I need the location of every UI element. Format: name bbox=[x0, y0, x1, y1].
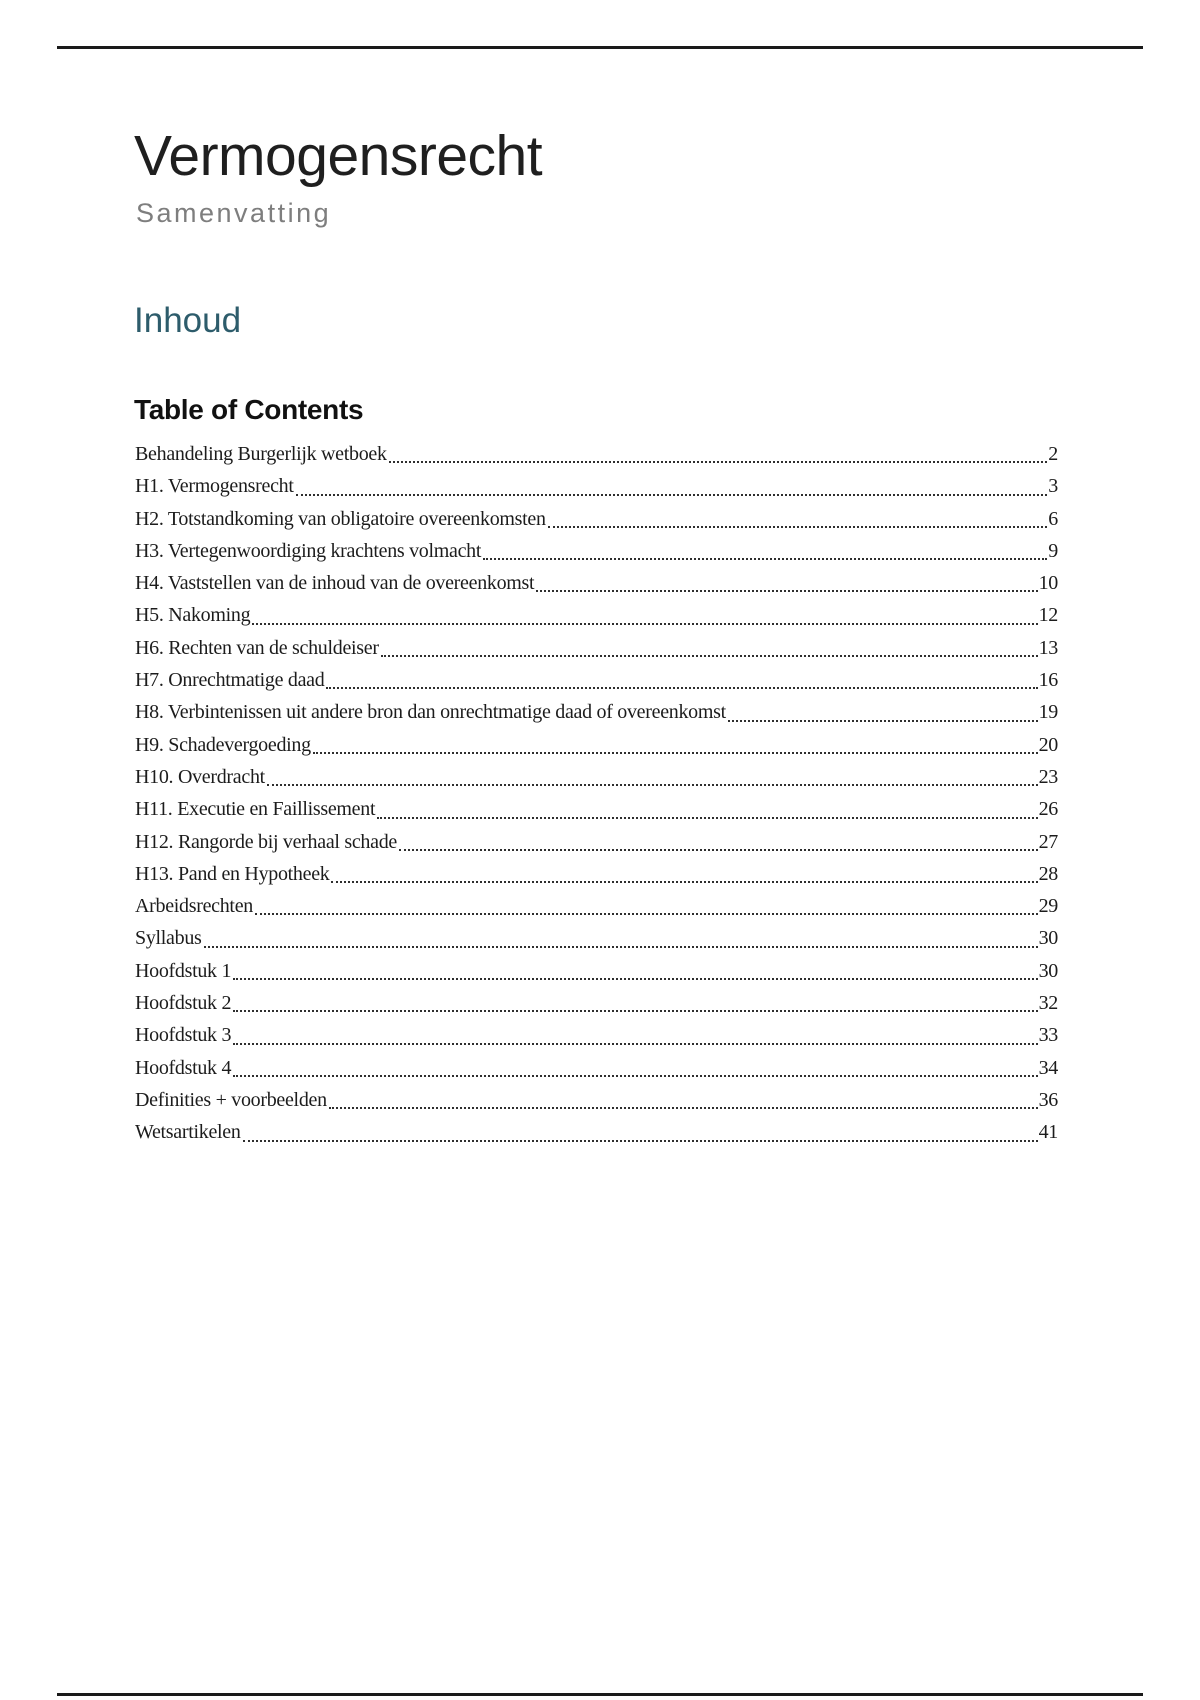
toc-dot-leader bbox=[203, 945, 1038, 948]
toc-heading: Table of Contents bbox=[134, 394, 364, 425]
toc-entry-label: H5. Nakoming bbox=[135, 604, 251, 627]
toc-row[interactable]: H9. Schadevergoeding 20 bbox=[135, 729, 1058, 761]
toc-entry-label: Hoofdstuk 1 bbox=[135, 959, 232, 982]
toc-entry-page: 28 bbox=[1038, 862, 1059, 885]
toc-row[interactable]: Hoofdstuk 2 32 bbox=[135, 987, 1058, 1019]
toc-row[interactable]: H13. Pand en Hypotheek 28 bbox=[135, 858, 1058, 890]
toc-entry-page: 6 bbox=[1048, 507, 1058, 530]
toc-list: Behandeling Burgerlijk wetboek 2 H1. Ver… bbox=[135, 438, 1058, 1149]
toc-dot-leader bbox=[254, 913, 1038, 916]
toc-entry-label: Definities + voorbeelden bbox=[135, 1088, 327, 1111]
toc-entry-page: 23 bbox=[1038, 765, 1059, 788]
toc-entry-label: H11. Executie en Faillissement bbox=[135, 798, 376, 821]
section-heading-inhoud: Inhoud bbox=[134, 301, 242, 340]
toc-entry-label: H2. Totstandkoming van obligatoire overe… bbox=[135, 507, 546, 530]
toc-entry-page: 20 bbox=[1038, 733, 1059, 756]
toc-row[interactable]: H3. Vertegenwoordiging krachtens volmach… bbox=[135, 535, 1058, 567]
toc-dot-leader bbox=[252, 622, 1038, 625]
bottom-rule bbox=[57, 1693, 1143, 1696]
toc-entry-label: Arbeidsrechten bbox=[135, 895, 253, 918]
toc-row[interactable]: H11. Executie en Faillissement 26 bbox=[135, 793, 1058, 825]
toc-dot-leader bbox=[295, 493, 1048, 496]
toc-entry-page: 32 bbox=[1038, 992, 1059, 1015]
toc-row[interactable]: H10. Overdracht 23 bbox=[135, 761, 1058, 793]
toc-dot-leader bbox=[377, 816, 1038, 819]
toc-row[interactable]: Syllabus 30 bbox=[135, 922, 1058, 954]
toc-row[interactable]: Arbeidsrechten 29 bbox=[135, 890, 1058, 922]
toc-entry-label: H3. Vertegenwoordiging krachtens volmach… bbox=[135, 539, 482, 562]
document-title: Vermogensrecht bbox=[134, 124, 543, 188]
toc-dot-leader bbox=[547, 525, 1048, 528]
toc-entry-page: 9 bbox=[1048, 539, 1058, 562]
toc-entry-label: Wetsartikelen bbox=[135, 1121, 241, 1144]
toc-entry-label: H1. Vermogensrecht bbox=[135, 475, 294, 498]
toc-dot-leader bbox=[727, 719, 1038, 722]
toc-entry-page: 29 bbox=[1038, 895, 1059, 918]
toc-row[interactable]: H5. Nakoming 12 bbox=[135, 599, 1058, 631]
toc-entry-label: H13. Pand en Hypotheek bbox=[135, 862, 330, 885]
toc-dot-leader bbox=[388, 461, 1048, 464]
toc-row[interactable]: H6. Rechten van de schuldeiser 13 bbox=[135, 632, 1058, 664]
toc-row[interactable]: Definities + voorbeelden 36 bbox=[135, 1084, 1058, 1116]
toc-entry-page: 33 bbox=[1038, 1024, 1059, 1047]
toc-row[interactable]: Hoofdstuk 1 30 bbox=[135, 955, 1058, 987]
toc-dot-leader bbox=[266, 784, 1038, 787]
top-rule bbox=[57, 46, 1143, 49]
toc-entry-page: 26 bbox=[1038, 798, 1059, 821]
toc-entry-label: H4. Vaststellen van de inhoud van de ove… bbox=[135, 572, 535, 595]
toc-dot-leader bbox=[398, 848, 1038, 851]
document-subtitle: Samenvatting bbox=[136, 198, 332, 228]
toc-entry-page: 41 bbox=[1038, 1121, 1059, 1144]
toc-entry-label: Hoofdstuk 3 bbox=[135, 1024, 232, 1047]
toc-dot-leader bbox=[483, 558, 1048, 561]
toc-dot-leader bbox=[233, 1042, 1038, 1045]
toc-row[interactable]: H7. Onrechtmatige daad 16 bbox=[135, 664, 1058, 696]
toc-entry-page: 30 bbox=[1038, 927, 1059, 950]
toc-entry-label: H6. Rechten van de schuldeiser bbox=[135, 636, 379, 659]
toc-dot-leader bbox=[326, 687, 1038, 690]
toc-entry-page: 13 bbox=[1038, 636, 1059, 659]
toc-entry-label: H8. Verbintenissen uit andere bron dan o… bbox=[135, 701, 726, 724]
toc-entry-page: 10 bbox=[1038, 572, 1059, 595]
toc-row[interactable]: Hoofdstuk 4 34 bbox=[135, 1052, 1058, 1084]
toc-dot-leader bbox=[328, 1107, 1038, 1110]
toc-entry-label: Hoofdstuk 2 bbox=[135, 992, 232, 1015]
toc-dot-leader bbox=[536, 590, 1038, 593]
toc-row[interactable]: Wetsartikelen 41 bbox=[135, 1116, 1058, 1148]
toc-entry-label: H10. Overdracht bbox=[135, 765, 265, 788]
toc-dot-leader bbox=[233, 1074, 1038, 1077]
toc-row[interactable]: H12. Rangorde bij verhaal schade 27 bbox=[135, 826, 1058, 858]
toc-dot-leader bbox=[380, 655, 1038, 658]
toc-entry-page: 2 bbox=[1048, 443, 1058, 465]
toc-dot-leader bbox=[233, 1010, 1038, 1013]
toc-entry-label: Hoofdstuk 4 bbox=[135, 1056, 232, 1079]
toc-entry-page: 16 bbox=[1038, 669, 1059, 692]
toc-dot-leader bbox=[331, 881, 1038, 884]
toc-entry-page: 19 bbox=[1038, 701, 1059, 724]
toc-row[interactable]: H2. Totstandkoming van obligatoire overe… bbox=[135, 503, 1058, 535]
toc-dot-leader bbox=[233, 978, 1038, 981]
toc-entry-label: H9. Schadevergoeding bbox=[135, 733, 311, 756]
toc-row[interactable]: Behandeling Burgerlijk wetboek 2 bbox=[135, 438, 1058, 470]
toc-dot-leader bbox=[242, 1139, 1038, 1142]
toc-row[interactable]: H1. Vermogensrecht 3 bbox=[135, 470, 1058, 502]
toc-entry-page: 36 bbox=[1038, 1088, 1059, 1111]
toc-row[interactable]: Hoofdstuk 3 33 bbox=[135, 1019, 1058, 1051]
toc-entry-page: 34 bbox=[1038, 1056, 1059, 1079]
toc-entry-label: Behandeling Burgerlijk wetboek bbox=[135, 443, 387, 465]
toc-entry-label: H12. Rangorde bij verhaal schade bbox=[135, 830, 397, 853]
toc-entry-page: 3 bbox=[1048, 475, 1058, 498]
toc-entry-label: Syllabus bbox=[135, 927, 202, 950]
toc-entry-page: 12 bbox=[1038, 604, 1059, 627]
toc-row[interactable]: H8. Verbintenissen uit andere bron dan o… bbox=[135, 696, 1058, 728]
toc-entry-page: 30 bbox=[1038, 959, 1059, 982]
toc-dot-leader bbox=[312, 751, 1038, 754]
toc-entry-page: 27 bbox=[1038, 830, 1059, 853]
toc-entry-label: H7. Onrechtmatige daad bbox=[135, 669, 325, 692]
toc-row[interactable]: H4. Vaststellen van de inhoud van de ove… bbox=[135, 567, 1058, 599]
